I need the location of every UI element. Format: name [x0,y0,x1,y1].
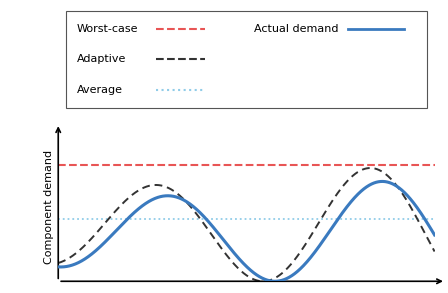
Text: Actual demand: Actual demand [254,24,338,34]
Text: Average: Average [77,85,123,95]
Y-axis label: Component demand: Component demand [44,150,54,264]
FancyBboxPatch shape [66,11,427,108]
Text: Adaptive: Adaptive [77,54,126,64]
Text: Worst-case: Worst-case [77,24,138,34]
